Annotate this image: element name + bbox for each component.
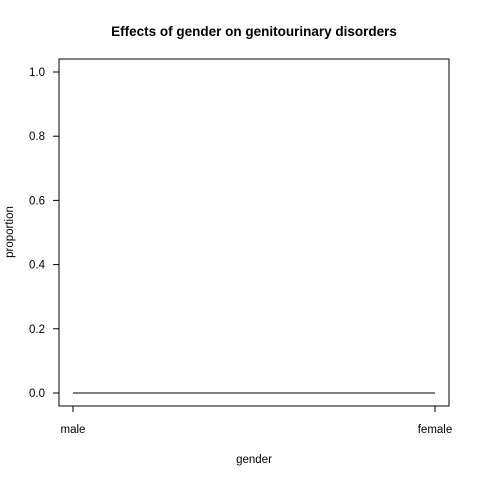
y-tick-label-1: 0.2 bbox=[29, 324, 45, 336]
y-tick-label-2: 0.4 bbox=[29, 260, 46, 272]
x-tick-label-female: female bbox=[418, 424, 453, 436]
y-axis: 0.0 0.2 0.4 0.6 0.8 1.0 bbox=[29, 67, 59, 400]
plot-frame bbox=[58, 58, 450, 407]
x-axis: male female bbox=[61, 406, 453, 436]
x-tick-label-male: male bbox=[61, 424, 86, 436]
y-axis-label: proportion bbox=[4, 206, 16, 258]
chart-title: Effects of gender on genitourinary disor… bbox=[111, 24, 397, 39]
x-axis-label: gender bbox=[236, 454, 272, 466]
y-tick-label-3: 0.6 bbox=[29, 195, 45, 207]
y-tick-label-0: 0.0 bbox=[29, 388, 45, 400]
y-tick-label-4: 0.8 bbox=[29, 131, 45, 143]
y-tick-label-5: 1.0 bbox=[29, 67, 45, 79]
